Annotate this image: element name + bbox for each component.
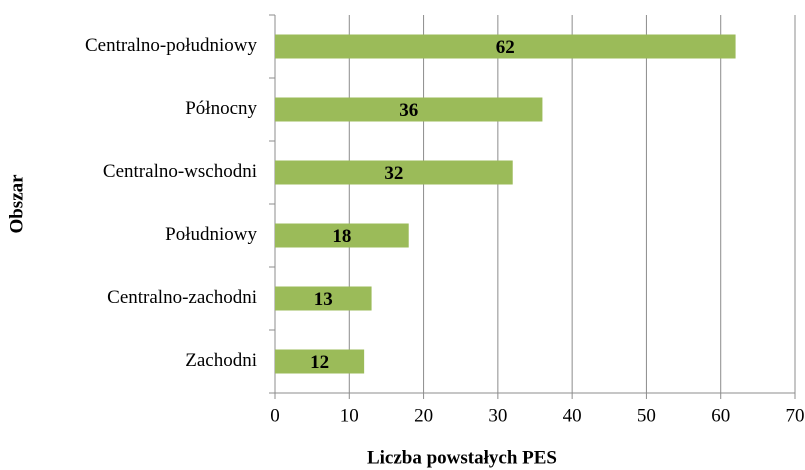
y-tick-label: Centralno-zachodni <box>107 287 257 308</box>
x-tick-label: 30 <box>488 405 507 426</box>
data-label: 18 <box>332 226 351 247</box>
bar <box>275 286 372 311</box>
bar <box>275 223 409 248</box>
x-tick-label: 10 <box>340 405 359 426</box>
data-label: 62 <box>496 37 515 58</box>
y-tick-label: Północny <box>185 98 257 119</box>
bar <box>275 160 513 185</box>
x-axis-title: Liczba powstałych PES <box>367 447 557 468</box>
x-tick-label: 60 <box>711 405 730 426</box>
bar <box>275 34 736 59</box>
y-tick-label: Centralno-wschodni <box>103 161 257 182</box>
x-tick-label: 50 <box>637 405 656 426</box>
data-label: 12 <box>310 352 329 373</box>
data-label: 36 <box>399 100 418 121</box>
x-tick-label: 40 <box>563 405 582 426</box>
x-tick-label: 0 <box>270 405 280 426</box>
x-tick-label: 20 <box>414 405 433 426</box>
y-tick-label: Południowy <box>165 224 257 245</box>
y-axis-title: Obszar <box>6 174 27 234</box>
x-tick-label: 70 <box>786 405 805 426</box>
bar <box>275 97 543 122</box>
data-label: 13 <box>314 289 333 310</box>
y-tick-label: Centralno-południowy <box>85 35 258 56</box>
y-tick-label: Zachodni <box>185 350 257 371</box>
data-label: 32 <box>384 163 403 184</box>
bar <box>275 349 365 374</box>
